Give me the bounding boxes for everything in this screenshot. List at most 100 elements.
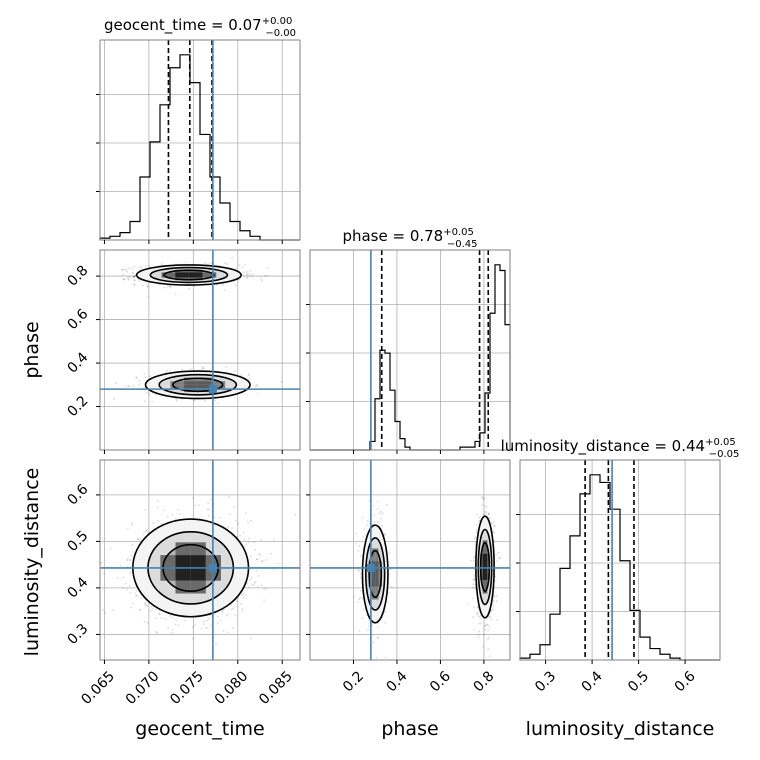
sample-point xyxy=(246,277,249,280)
density-cell xyxy=(184,388,198,392)
sample-point xyxy=(474,537,476,540)
sample-point xyxy=(132,551,135,553)
sample-point xyxy=(167,627,170,630)
sample-point xyxy=(129,572,132,575)
sample-point xyxy=(381,525,384,527)
sample-point xyxy=(482,498,485,501)
contour-line xyxy=(172,377,224,393)
sample-point xyxy=(174,517,177,520)
sample-point xyxy=(160,617,163,619)
sample-point xyxy=(234,370,236,373)
sample-point xyxy=(255,558,258,560)
sample-point xyxy=(476,607,479,609)
hist-luminosity_distance xyxy=(519,474,720,661)
sample-point xyxy=(147,295,150,297)
sample-point xyxy=(488,512,490,515)
sample-point xyxy=(130,606,133,609)
sample-point xyxy=(247,521,249,524)
sample-point xyxy=(139,538,141,540)
sample-point xyxy=(120,268,123,271)
sample-point xyxy=(254,385,257,388)
density-cell xyxy=(378,573,382,587)
sample-point xyxy=(257,585,259,588)
sample-point xyxy=(235,600,238,602)
sample-point xyxy=(144,265,147,267)
sample-point xyxy=(133,276,136,278)
sample-point xyxy=(475,531,478,534)
sample-point xyxy=(133,279,136,282)
sample-point xyxy=(365,614,368,617)
density-cell xyxy=(375,573,379,587)
density-cell xyxy=(482,540,485,554)
sample-point xyxy=(129,591,132,594)
sample-point xyxy=(488,626,491,629)
sample-point xyxy=(203,623,205,625)
sample-point xyxy=(140,265,143,268)
sample-point xyxy=(209,498,212,501)
sample-point xyxy=(483,504,486,507)
sample-point xyxy=(486,638,489,641)
sample-point xyxy=(490,610,492,612)
sample-point xyxy=(381,512,384,515)
contour-line xyxy=(475,515,495,619)
sample-point xyxy=(147,285,149,288)
sample-point xyxy=(280,380,283,383)
sample-point xyxy=(207,617,210,620)
sample-point xyxy=(484,513,487,515)
sample-point xyxy=(143,400,146,402)
axis-labels: geocent_time phase luminosity_distance p… xyxy=(21,321,714,740)
sample-point xyxy=(266,274,269,277)
sample-point xyxy=(365,524,368,527)
density-cell xyxy=(161,272,176,275)
sample-point xyxy=(472,597,474,600)
sample-point xyxy=(361,597,363,600)
sample-point xyxy=(206,508,209,511)
sample-point xyxy=(222,630,225,633)
sample-point xyxy=(207,263,210,265)
axes-frame xyxy=(309,249,511,451)
sample-point xyxy=(146,529,148,531)
sample-point xyxy=(251,584,254,586)
sample-point xyxy=(495,600,498,603)
sample-point xyxy=(131,524,133,526)
sample-point xyxy=(473,575,476,578)
plot-area xyxy=(310,460,510,660)
sample-point xyxy=(249,579,252,581)
density-cell xyxy=(190,567,206,581)
sample-point xyxy=(261,560,263,562)
sample-point xyxy=(266,267,269,270)
contour-line xyxy=(368,549,383,599)
sample-point xyxy=(258,552,260,555)
sample-point xyxy=(217,615,220,618)
sample-point xyxy=(265,559,268,561)
sample-point xyxy=(137,538,140,540)
sample-point xyxy=(376,508,379,510)
density-cell xyxy=(375,586,379,600)
sample-point xyxy=(368,499,371,502)
sample-point xyxy=(244,594,247,597)
sample-point xyxy=(470,559,472,562)
sample-point xyxy=(133,283,136,286)
sample-point xyxy=(207,514,210,517)
xlabel-luminosity-distance: luminosity_distance xyxy=(526,718,715,740)
y-tick-label: 0.4 xyxy=(64,574,91,601)
density-cell xyxy=(170,384,185,389)
sample-point xyxy=(492,530,495,533)
sample-point xyxy=(139,280,141,282)
density-cell xyxy=(375,548,379,562)
sample-point xyxy=(203,620,205,623)
sample-point xyxy=(376,636,379,639)
contour-line xyxy=(163,269,215,281)
sample-point xyxy=(144,602,147,604)
sample-point xyxy=(171,513,174,516)
sample-point xyxy=(493,525,496,528)
sample-point xyxy=(128,385,131,388)
sample-point xyxy=(378,512,381,515)
density-cell xyxy=(184,384,198,389)
sample-point xyxy=(363,528,366,530)
sample-point xyxy=(145,530,148,532)
sample-point xyxy=(481,504,484,507)
sample-point xyxy=(181,369,184,371)
sample-point xyxy=(158,284,161,286)
